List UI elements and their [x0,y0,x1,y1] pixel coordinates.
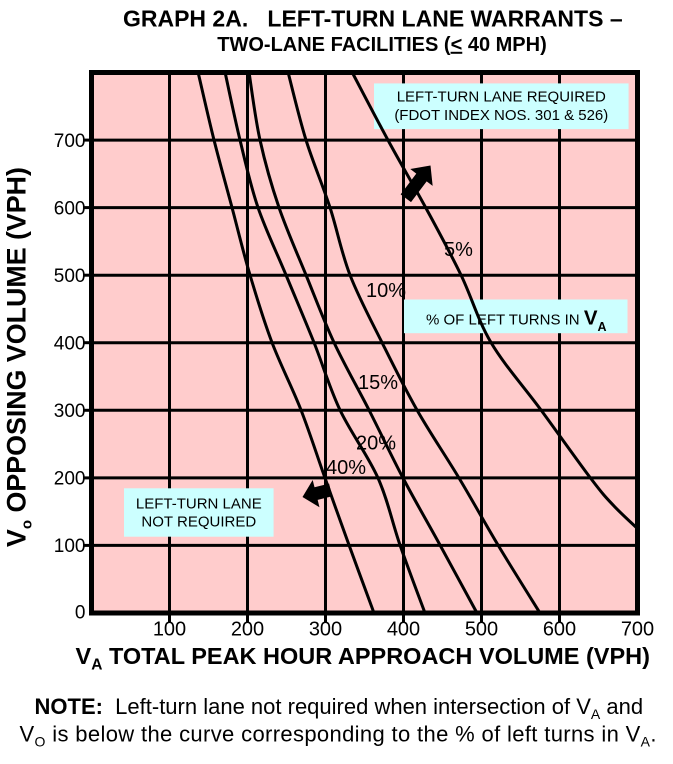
svg-text:600: 600 [54,198,86,219]
svg-text:GRAPH 2A. LEFT-TURN LANE WAR: GRAPH 2A. LEFT-TURN LANE WARRANTS – [123,6,623,32]
svg-text:400: 400 [387,619,420,641]
svg-text:40%: 40% [326,457,366,479]
svg-text:VA TOTAL PEAK HOUR APPROACH VO: VA TOTAL PEAK HOUR APPROACH VOLUME (VPH) [76,643,650,674]
svg-text:700: 700 [621,619,654,641]
svg-text:200: 200 [231,619,264,641]
svg-text:600: 600 [543,619,576,641]
svg-text:5%: 5% [444,239,473,261]
svg-text:15%: 15% [358,372,398,394]
svg-text:0: 0 [75,602,86,623]
svg-text:(FDOT INDEX NOS. 301 & 526): (FDOT INDEX NOS. 301 & 526) [394,107,608,124]
svg-text:VO is below the curve correspo: VO is below the curve corresponding to t… [20,722,657,750]
svg-text:10%: 10% [366,280,406,302]
svg-text:NOTE: Left-turn lane not requ: NOTE: Left-turn lane not required when i… [35,694,644,722]
svg-text:LEFT-TURN LANE: LEFT-TURN LANE [136,496,262,513]
svg-text:400: 400 [54,334,86,355]
svg-text:100: 100 [54,536,86,557]
svg-text:500: 500 [465,619,498,641]
svg-text:Vo OPPOSING VOLUME (VPH): Vo OPPOSING VOLUME (VPH) [2,167,36,547]
svg-text:20%: 20% [356,433,396,455]
svg-text:100: 100 [153,619,186,641]
svg-text:300: 300 [309,619,342,641]
svg-text:500: 500 [54,266,86,287]
svg-text:TWO-LANE FACILITIES (< 40 MPH): TWO-LANE FACILITIES (< 40 MPH) [217,34,546,56]
svg-text:700: 700 [54,131,86,152]
svg-text:NOT REQUIRED: NOT REQUIRED [141,514,256,531]
svg-text:LEFT-TURN LANE REQUIRED: LEFT-TURN LANE REQUIRED [397,89,606,106]
svg-text:300: 300 [54,401,86,422]
svg-text:200: 200 [54,469,86,490]
